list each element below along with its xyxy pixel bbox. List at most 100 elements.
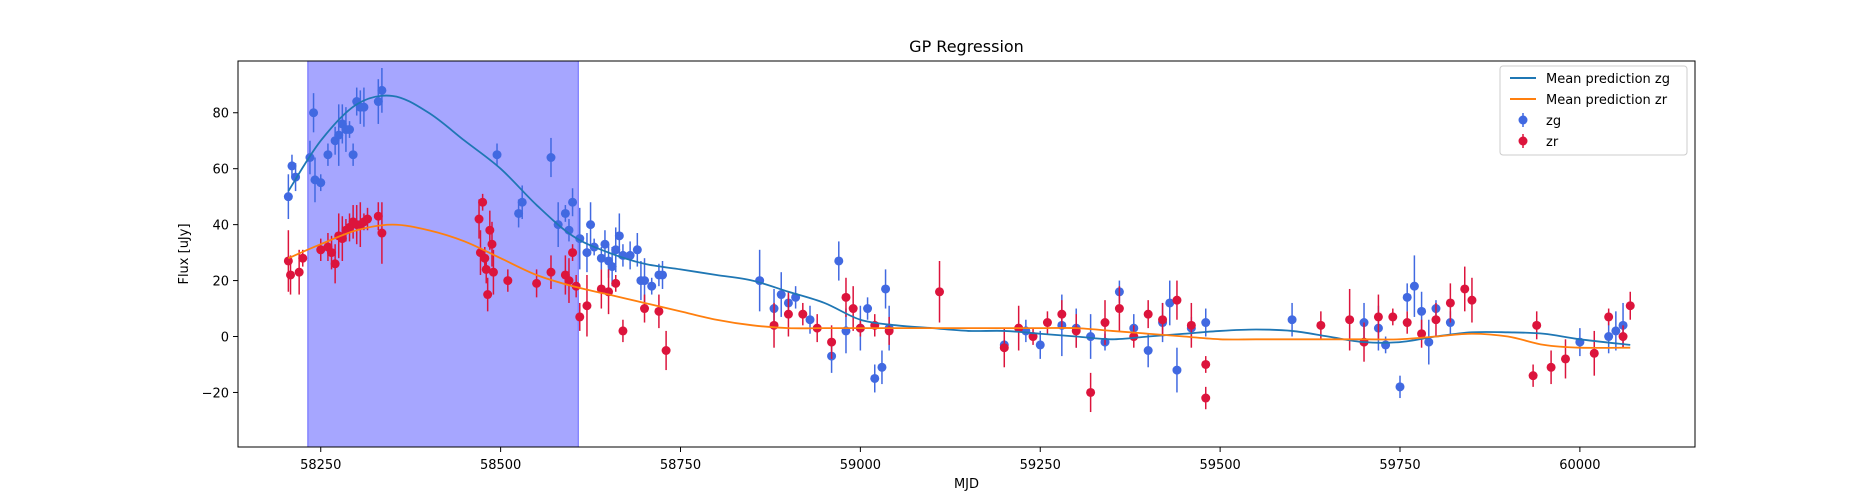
y-tick-label: 40 xyxy=(212,219,229,234)
zg-point xyxy=(1424,337,1434,347)
x-axis-label: MJD xyxy=(954,477,979,492)
zr-point xyxy=(1388,312,1398,322)
y-axis-label: Flux [uJy] xyxy=(177,223,192,284)
zr-point xyxy=(286,270,296,280)
zr-point xyxy=(1460,284,1470,294)
y-tick-label: 60 xyxy=(212,163,229,178)
zg-point xyxy=(776,290,786,300)
zg-point xyxy=(517,197,527,207)
zr-point xyxy=(783,309,793,319)
line-mean-prediction-zg xyxy=(287,94,1631,346)
zr-point xyxy=(1057,309,1067,319)
zr-point xyxy=(769,320,779,330)
legend-label: Mean prediction zr xyxy=(1546,93,1668,108)
zr-point xyxy=(330,259,340,269)
zg-point xyxy=(607,262,617,272)
zr-point xyxy=(487,239,497,249)
zr-point xyxy=(1345,315,1355,325)
zr-point xyxy=(481,264,491,274)
zg-point xyxy=(658,270,668,280)
zr-point xyxy=(1431,315,1441,325)
zg-point xyxy=(1086,332,1096,342)
y-tick-label: 80 xyxy=(212,107,229,122)
series-zr xyxy=(283,193,1635,413)
x-tick-label: 60000 xyxy=(1559,458,1600,473)
zg-point xyxy=(316,178,326,188)
highlight-span xyxy=(307,60,579,448)
zg-point xyxy=(514,208,524,218)
zr-point xyxy=(532,278,542,288)
zr-point xyxy=(827,337,837,347)
zg-point xyxy=(625,250,635,260)
zr-point xyxy=(478,197,488,207)
zg-point xyxy=(1035,340,1045,350)
zr-point xyxy=(546,267,556,277)
zr-point xyxy=(596,284,606,294)
zg-point xyxy=(582,248,592,258)
legend-marker-swatch xyxy=(1518,115,1528,125)
zr-point xyxy=(363,214,373,224)
zr-point xyxy=(564,276,574,286)
line-mean-prediction-zr xyxy=(288,223,1631,349)
zg-point xyxy=(323,150,333,160)
zg-point xyxy=(611,245,621,255)
zr-point xyxy=(848,304,858,314)
zr-point xyxy=(1589,348,1599,358)
zr-point xyxy=(1417,329,1427,339)
zg-point xyxy=(1409,281,1419,291)
zg-point xyxy=(834,256,844,266)
y-tick-label: 20 xyxy=(212,275,229,290)
y-tick-label: −20 xyxy=(202,386,229,401)
zg-point xyxy=(640,276,650,286)
zr-point xyxy=(575,312,585,322)
zg-point xyxy=(1143,346,1153,355)
zg-point xyxy=(881,284,891,294)
zr-point xyxy=(485,225,495,235)
zr-point xyxy=(1625,301,1635,311)
zr-point xyxy=(1532,320,1542,330)
zg-point xyxy=(877,362,887,372)
zg-point xyxy=(359,102,369,112)
zg-point xyxy=(1172,365,1182,375)
zr-point xyxy=(294,267,304,277)
zr-point xyxy=(1316,320,1326,330)
zr-point xyxy=(618,326,628,336)
zr-point xyxy=(1528,371,1538,381)
zr-point xyxy=(1604,312,1614,322)
zr-point xyxy=(298,253,308,263)
zr-point xyxy=(654,306,664,316)
zg-point xyxy=(1611,326,1621,336)
zg-point xyxy=(345,125,355,135)
zr-point xyxy=(1186,320,1196,330)
zr-point xyxy=(1373,312,1383,322)
zr-point xyxy=(1201,393,1211,403)
zr-point xyxy=(841,292,851,302)
zr-point xyxy=(474,214,484,224)
zr-point xyxy=(568,248,578,258)
zg-point xyxy=(614,231,624,241)
zr-point xyxy=(1618,332,1628,342)
plot-area xyxy=(283,60,1635,448)
zr-point xyxy=(373,211,383,221)
axes-ticks: 58250 58500 58750 59000 59250 59500 59750 60000… xyxy=(202,107,1601,473)
zg-point xyxy=(586,220,596,230)
zr-point xyxy=(935,287,945,297)
zg-point xyxy=(546,153,556,162)
zr-point xyxy=(1402,318,1412,328)
zg-point xyxy=(600,239,610,249)
axes-frame xyxy=(237,60,1696,448)
zr-point xyxy=(483,290,493,300)
zr-point xyxy=(1086,387,1096,397)
zr-point xyxy=(327,248,337,258)
zr-point xyxy=(1143,309,1153,319)
zg-point xyxy=(568,197,578,207)
zr-point xyxy=(1028,332,1038,342)
zr-point xyxy=(377,228,387,238)
zr-point xyxy=(999,343,1009,353)
zg-point xyxy=(560,208,570,218)
zg-point xyxy=(283,192,293,202)
x-tick-label: 58750 xyxy=(660,458,701,473)
zr-point xyxy=(1201,359,1211,369)
